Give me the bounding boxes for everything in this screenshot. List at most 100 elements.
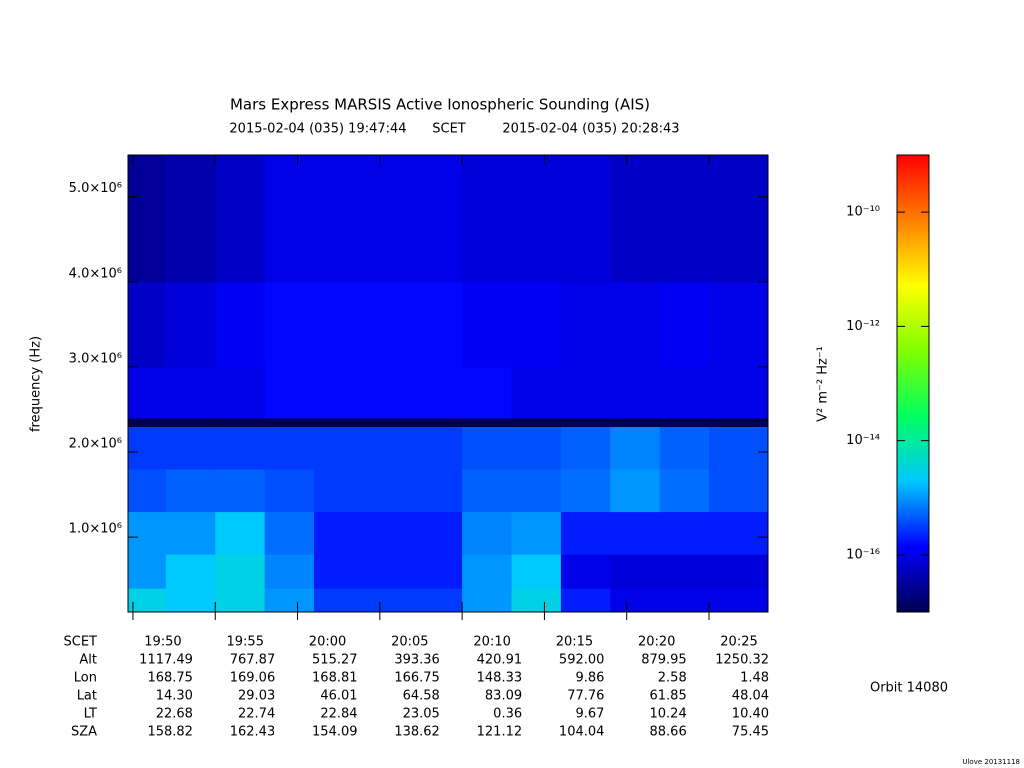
heatmap-cell: [215, 426, 266, 470]
heatmap-cell: [313, 366, 364, 419]
heatmap-cell: [363, 417, 414, 427]
heatmap-cell: [215, 469, 266, 513]
heatmap-cell: [709, 511, 769, 555]
heatmap-cell: [412, 281, 463, 368]
ephemeris-value: 10.24: [650, 707, 687, 722]
ephemeris-value: 14.30: [156, 689, 193, 704]
heatmap-cell: [610, 417, 661, 427]
heatmap-cell: [560, 155, 611, 283]
end-time: 2015-02-04 (035) 20:28:43: [502, 122, 679, 137]
heatmap-cell: [659, 469, 710, 513]
heatmap-cell: [215, 417, 266, 427]
heatmap-cell: [659, 281, 710, 368]
ephemeris-value: 77.76: [567, 689, 604, 704]
heatmap-cell: [264, 554, 315, 589]
heatmap-cell: [264, 281, 315, 368]
heatmap-cell: [462, 469, 513, 513]
heatmap-cell: [165, 155, 216, 283]
heatmap-cell: [610, 511, 661, 555]
x-tick-label: 20:20: [638, 635, 675, 650]
heatmap-cell: [363, 426, 414, 470]
heatmap-cell: [462, 155, 513, 283]
heatmap-cell: [363, 469, 414, 513]
credit: Ulove 20131118: [962, 758, 1020, 766]
ephemeris-value: 1117.49: [139, 653, 193, 668]
heatmap-cell: [610, 281, 661, 368]
heatmap-cell: [560, 366, 611, 419]
heatmap-cell: [709, 469, 769, 513]
heatmap-cell: [659, 417, 710, 427]
ephemeris-row-name: Lon: [74, 671, 97, 686]
x-tick-label: 20:15: [556, 635, 593, 650]
start-time: 2015-02-04 (035) 19:47:44: [229, 122, 406, 137]
heatmap-cell: [511, 554, 562, 589]
ephemeris-value: 64.58: [403, 689, 440, 704]
heatmap-cell: [462, 588, 513, 613]
plot-frame: [127, 154, 769, 613]
heatmap-cell: [659, 588, 710, 613]
heatmap-cell: [128, 554, 167, 589]
ephemeris-value: 83.09: [485, 689, 522, 704]
ephemeris-value: 61.85: [650, 689, 687, 704]
heatmap-cell: [659, 155, 710, 283]
ephemeris-row-name: SZA: [71, 725, 97, 740]
y-axis-label: frequency (Hz): [29, 336, 44, 432]
ephemeris-row-name: Lat: [77, 689, 97, 704]
ephemeris-value: 1250.32: [715, 653, 769, 668]
heatmap-cell: [462, 281, 513, 368]
heatmap-cell: [462, 366, 513, 419]
heatmap-cell: [709, 417, 769, 427]
x-tick-label: 20:00: [309, 635, 346, 650]
heatmap-cell: [313, 554, 364, 589]
x-tick-label: 20:25: [720, 635, 757, 650]
heatmap-cell: [511, 281, 562, 368]
heatmap-cell: [165, 366, 216, 419]
ephemeris-value: 166.75: [394, 671, 440, 686]
heatmap-cell: [264, 155, 315, 283]
heatmap-cell: [511, 588, 562, 613]
ephemeris-value: 48.04: [732, 689, 769, 704]
heatmap-cell: [215, 588, 266, 613]
ephemeris-value: 23.05: [403, 707, 440, 722]
ephemeris-value: 121.12: [477, 725, 523, 740]
heatmap-cell: [462, 426, 513, 470]
heatmap-cell: [128, 588, 167, 613]
heatmap-cell: [709, 554, 769, 589]
heatmap-cell: [128, 155, 167, 283]
ephemeris-value: 1.48: [740, 671, 769, 686]
heatmap-cell: [511, 366, 562, 419]
ephemeris-value: 9.86: [575, 671, 604, 686]
ephemeris-value: 29.03: [238, 689, 275, 704]
ephemeris-value: 420.91: [477, 653, 523, 668]
heatmap-cell: [165, 426, 216, 470]
ephemeris-value: 154.09: [312, 725, 358, 740]
x-tick-label: 19:55: [227, 635, 264, 650]
heatmap-cell: [560, 511, 611, 555]
ephemeris-value: 2.58: [658, 671, 687, 686]
ephemeris-value: 879.95: [641, 653, 687, 668]
heatmap-cell: [560, 417, 611, 427]
heatmap-cell: [511, 469, 562, 513]
heatmap-cell: [363, 366, 414, 419]
colorbar-tick-label: 10⁻¹²: [846, 319, 880, 334]
ephemeris-value: 592.00: [559, 653, 605, 668]
heatmap-cell: [709, 426, 769, 470]
heatmap-cell: [511, 417, 562, 427]
heatmap-cell: [128, 417, 167, 427]
y-tick-label: 4.0×10⁶: [69, 266, 122, 281]
heatmap-cell: [412, 155, 463, 283]
ephemeris-value: 393.36: [394, 653, 440, 668]
y-tick-label: 3.0×10⁶: [69, 351, 122, 366]
heatmap-cell: [165, 588, 216, 613]
ephemeris-row-name: Alt: [79, 653, 97, 668]
heatmap-cell: [610, 366, 661, 419]
heatmap-cell: [128, 511, 167, 555]
heatmap-cell: [215, 155, 266, 283]
ephemeris-value: 767.87: [230, 653, 276, 668]
colorbar-tick-label: 10⁻¹⁶: [846, 547, 880, 562]
heatmap-cell: [709, 155, 769, 283]
heatmap-cell: [412, 554, 463, 589]
ephemeris-value: 158.82: [147, 725, 193, 740]
ephemeris-value: 148.33: [477, 671, 523, 686]
